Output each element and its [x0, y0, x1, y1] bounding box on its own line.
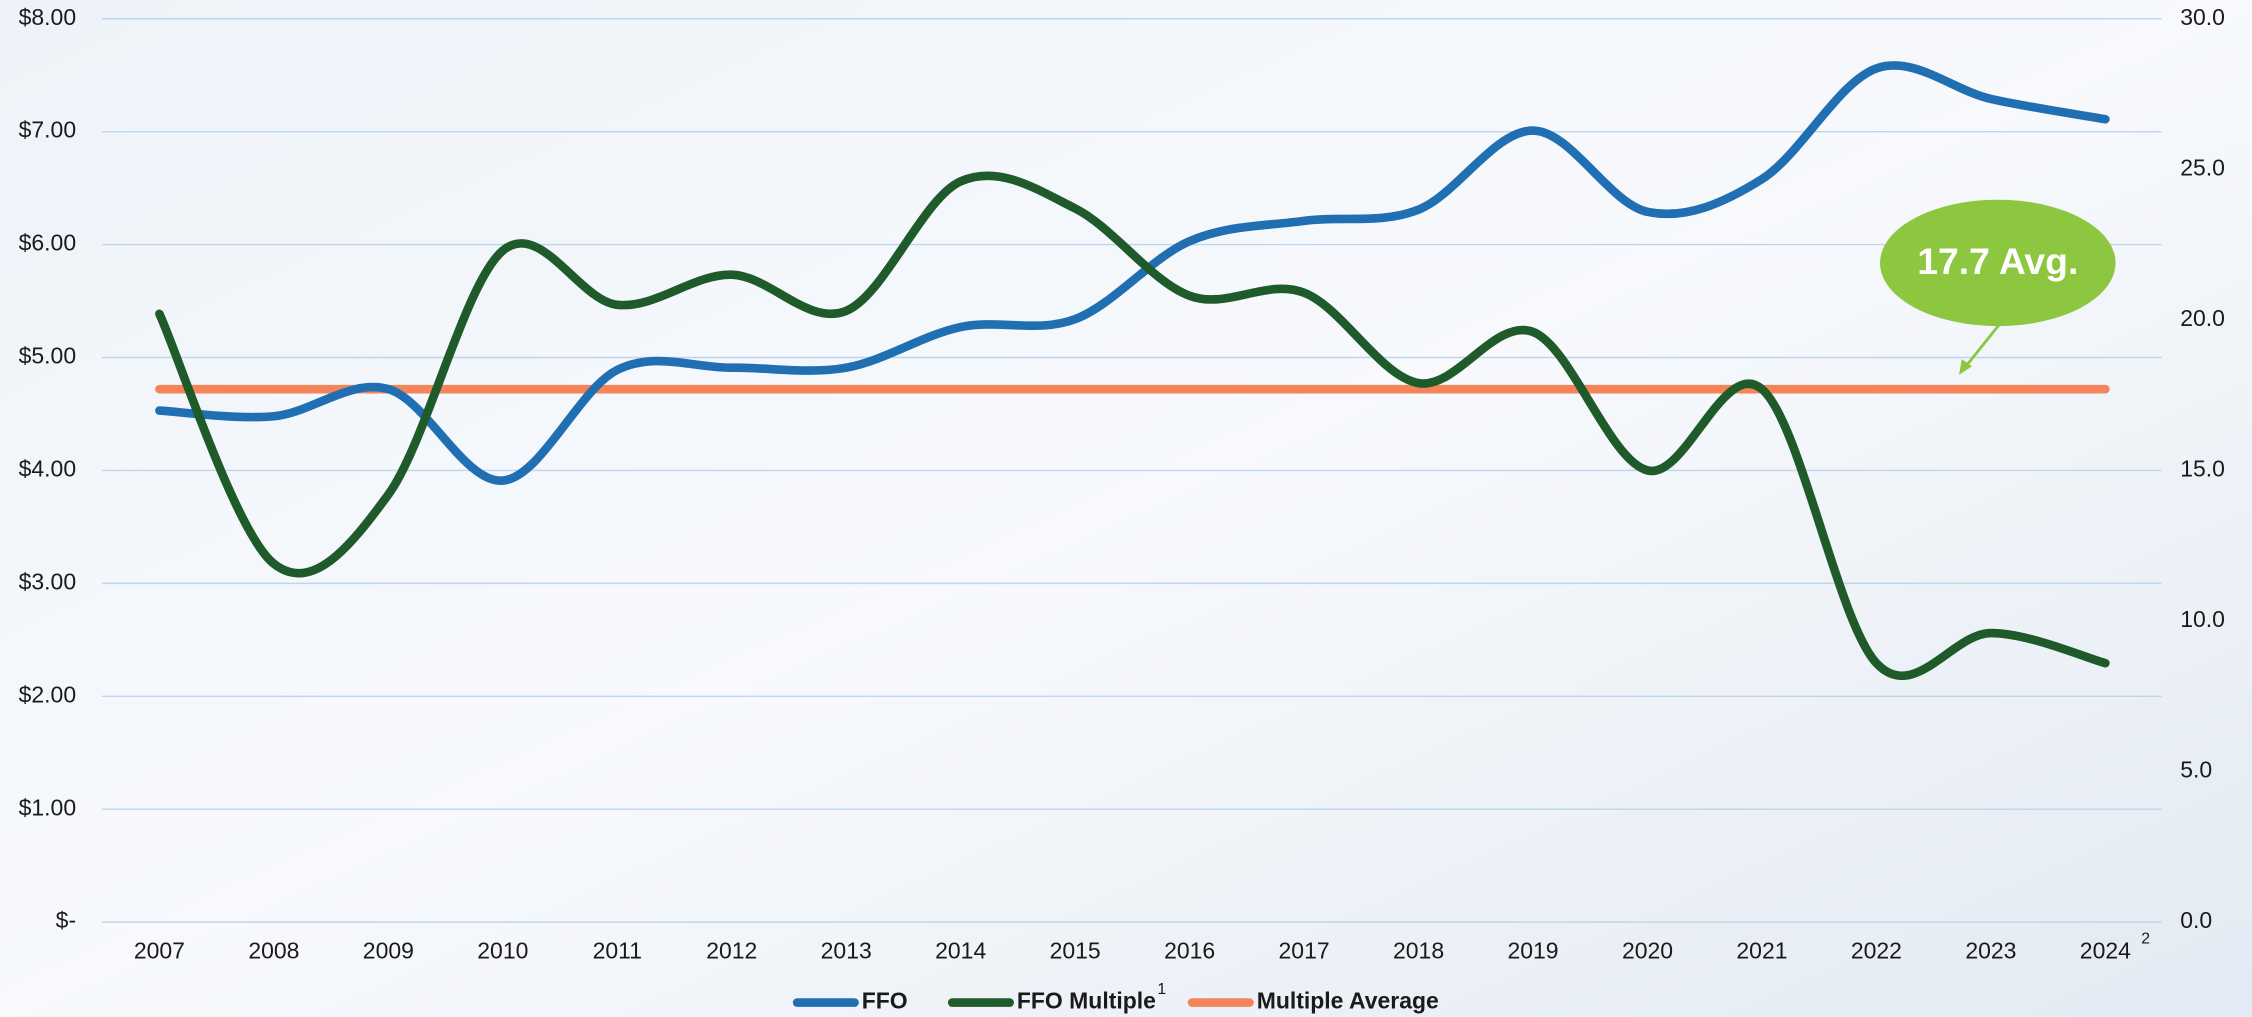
x-tick-label: 2010 [477, 937, 528, 963]
x-footnote: 2 [2141, 931, 2150, 948]
annotation-arrowhead [1959, 359, 1972, 375]
y-tick-label: $8.00 [19, 4, 76, 30]
x-tick-label: 2007 [134, 937, 185, 963]
y2-tick-label: 25.0 [2180, 154, 2225, 180]
x-tick-label: 2021 [1736, 937, 1787, 963]
x-tick-label: 2022 [1851, 937, 1902, 963]
y2-tick-label: 30.0 [2180, 4, 2225, 30]
y-tick-label: $3.00 [19, 568, 76, 594]
x-tick-label: 2016 [1164, 937, 1215, 963]
y-tick-label: $6.00 [19, 230, 76, 256]
y-tick-label: $2.00 [19, 681, 76, 707]
x-tick-label: 2012 [706, 937, 757, 963]
x-tick-label: 2014 [935, 937, 986, 963]
x-tick-label: 2023 [1965, 937, 2016, 963]
y2-tick-label: 5.0 [2180, 757, 2212, 783]
legend-footnote: 1 [1157, 981, 1166, 998]
y-tick-label: $5.00 [19, 343, 76, 369]
x-tick-label: 2024 [2080, 937, 2131, 963]
x-tick-label: 2015 [1050, 937, 1101, 963]
y-tick-label: $7.00 [19, 117, 76, 143]
legend-label: FFO [862, 988, 908, 1014]
x-tick-label: 2020 [1622, 937, 1673, 963]
x-tick-label: 2013 [821, 937, 872, 963]
x-tick-label: 2011 [593, 937, 642, 963]
y-tick-label: $4.00 [19, 456, 76, 482]
y2-tick-label: 15.0 [2180, 456, 2225, 482]
x-tick-label: 2018 [1393, 937, 1444, 963]
y2-tick-label: 0.0 [2180, 907, 2212, 933]
legend-label: FFO Multiple [1017, 988, 1156, 1014]
x-tick-label: 2017 [1279, 937, 1330, 963]
x-tick-label: 2019 [1507, 937, 1558, 963]
annotation-arrow [1963, 323, 2001, 369]
y2-tick-label: 20.0 [2180, 305, 2225, 331]
series-line [155, 171, 2110, 681]
series-line [155, 61, 2110, 485]
annotation-bubble [1880, 199, 2116, 327]
annotation-text: 17.7 Avg. [1917, 240, 2078, 282]
x-tick-label: 2009 [363, 937, 414, 963]
y2-tick-label: 10.0 [2180, 606, 2225, 632]
legend-label: Multiple Average [1257, 988, 1439, 1014]
x-tick-label: 2008 [248, 937, 299, 963]
y-tick-label: $1.00 [19, 794, 76, 820]
y-tick-label: $- [56, 907, 76, 933]
